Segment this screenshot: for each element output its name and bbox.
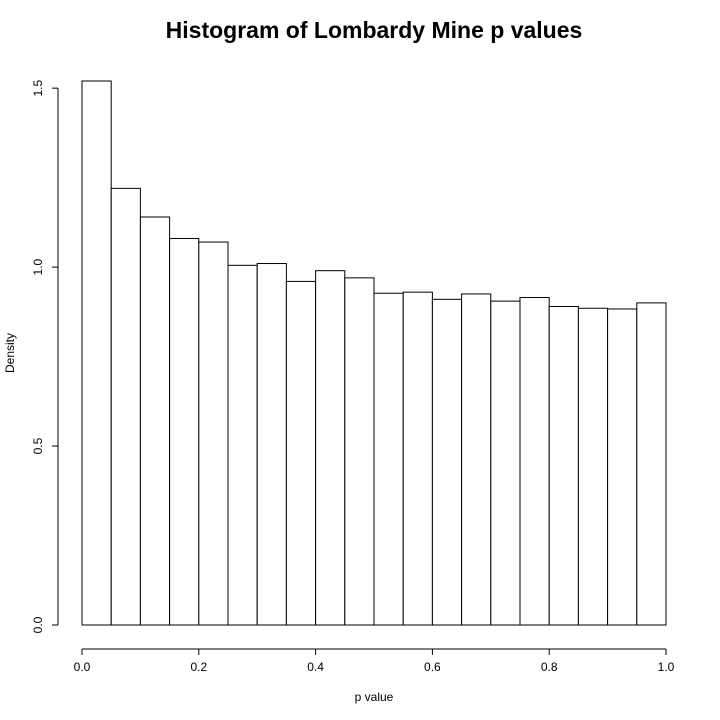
histogram-bar [461,293,492,626]
histogram-bar [198,241,229,626]
histogram-bar [139,216,171,626]
histogram-bar [607,308,638,626]
y-axis: 0.0 0.5 1.0 1.5 [31,79,59,633]
y-tick-label: 1.0 [31,258,45,275]
x-tick-label: 0.8 [541,660,558,674]
y-tick-label: 0.0 [31,616,45,633]
histogram-bar [636,302,667,626]
chart-title: Histogram of Lombardy Mine p values [166,17,583,43]
histogram-bar [227,264,258,626]
histogram-bar [373,292,404,626]
x-tick-label: 1.0 [658,660,675,674]
y-axis-label: Density [3,333,17,373]
x-axis-label: p value [355,690,394,704]
histogram-bar [519,297,550,626]
histogram-bar [110,187,141,626]
histogram-bar [577,307,609,626]
histogram-bar [402,291,433,626]
bars-group [81,80,667,626]
histogram-bar [431,298,463,626]
y-tick-label: 0.5 [31,437,45,454]
histogram-bar [169,237,200,626]
x-tick-label: 0.2 [190,660,207,674]
histogram-bar [344,277,375,626]
histogram-bar [548,305,579,626]
histogram-bar [490,300,521,626]
x-tick-label: 0.4 [307,660,324,674]
histogram-bar [285,280,317,626]
histogram-bar [315,270,346,626]
x-tick-label: 0.0 [74,660,91,674]
histogram-bar [81,80,112,626]
histogram-bar [256,263,287,626]
y-tick-label: 1.5 [31,79,45,96]
x-axis: 0.0 0.2 0.4 0.6 0.8 1.0 [74,648,675,674]
x-tick-label: 0.6 [424,660,441,674]
